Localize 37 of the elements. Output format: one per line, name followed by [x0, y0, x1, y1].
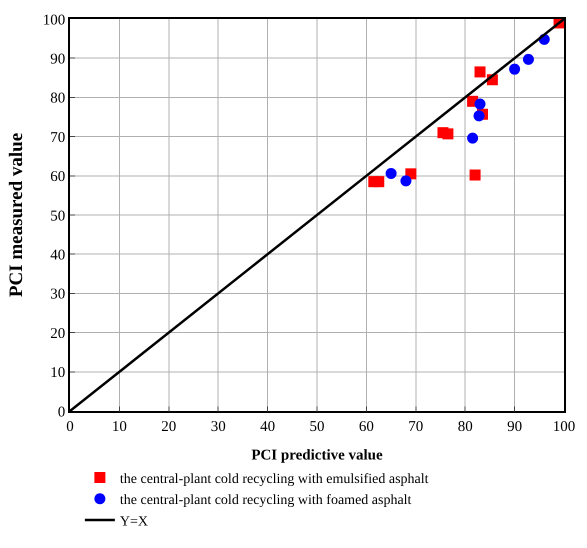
point — [474, 66, 486, 78]
legend-label: Y=X — [120, 514, 148, 530]
x-tick-label: 40 — [260, 418, 276, 435]
x-tick-label: 50 — [310, 418, 324, 435]
point — [474, 98, 486, 110]
y-tick-label: 70 — [50, 130, 66, 146]
point — [509, 64, 520, 75]
point — [467, 132, 478, 144]
point — [474, 110, 485, 122]
x-tick-label: 60 — [358, 418, 374, 435]
x-tick-label: 70 — [408, 418, 424, 435]
x-tick-label: 80 — [458, 418, 473, 435]
x-tick-label: 30 — [210, 418, 226, 435]
point — [400, 175, 412, 186]
y-tick-label: 60 — [50, 169, 66, 186]
y-tick-label: 40 — [50, 247, 66, 264]
y-tick-label: 10 — [50, 365, 66, 382]
y-tick-label: 20 — [50, 326, 66, 342]
y-tick-label: 80 — [50, 90, 66, 107]
y-tick-label: 30 — [50, 286, 66, 303]
x-tick-label: 10 — [112, 418, 127, 435]
legend-label: the central-plant cold recycling with foamed asphalt — [120, 493, 412, 508]
y-tick-label: 100 — [42, 12, 66, 28]
point — [386, 168, 397, 179]
y-axis-title: PCI measured value — [6, 132, 28, 298]
point — [442, 128, 454, 140]
legend-label: the central-plant cold recycling with emulsified asphalt — [120, 472, 429, 488]
point — [373, 176, 384, 188]
x-axis-title: PCI predictive value — [251, 447, 384, 464]
y-tick-label: 50 — [50, 208, 66, 224]
x-tick-label: 20 — [161, 418, 176, 435]
point — [522, 54, 534, 65]
y-tick-label: 0 — [58, 404, 66, 420]
x-tick-label: 100 — [552, 418, 576, 435]
y-tick-label: 90 — [50, 51, 66, 68]
x-tick-label: 90 — [507, 418, 522, 435]
point — [470, 170, 481, 181]
